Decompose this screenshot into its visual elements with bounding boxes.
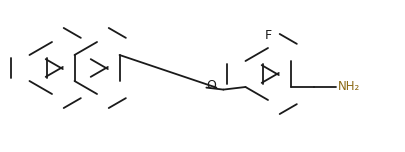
Text: F: F <box>264 29 271 42</box>
Text: O: O <box>206 79 216 92</box>
Text: NH₂: NH₂ <box>337 81 359 93</box>
